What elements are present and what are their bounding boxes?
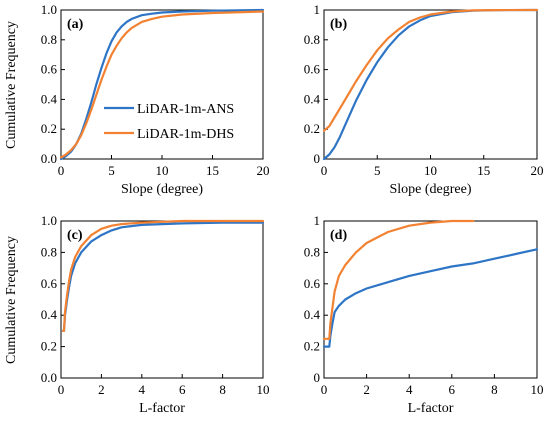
- panel-d-chart: 00.20.40.60.810 2 4 6 8 10L-factor(d): [304, 213, 544, 416]
- panel-a-xtick-label: 10: [156, 163, 169, 178]
- panel-c-frame: [60, 220, 264, 379]
- panel-a-xtick-label: 5: [108, 163, 115, 178]
- panel-c-series-ans-line: [61, 221, 265, 332]
- panel-c-xtick-label: 6: [179, 382, 186, 397]
- panel-b-xtick-label: 10: [424, 163, 437, 178]
- panel-b-x-axis-title: Slope (degree): [389, 182, 471, 197]
- y-axis-title-bottom: Cumulative Frequency: [4, 236, 19, 364]
- panel-b-ytick-label: 1: [314, 2, 321, 17]
- panel-c-xtick-label: 0: [58, 382, 65, 397]
- panel-a-series-dhs-line: [59, 10, 265, 159]
- legend-label-ans: LiDAR-1m-ANS: [137, 102, 234, 117]
- panel-d-x-axis-title: L-factor: [408, 401, 454, 416]
- panel-b-label: (b): [330, 17, 347, 32]
- panel-b-xtick-label: 5: [374, 163, 381, 178]
- panel-c-label: (c): [67, 228, 83, 243]
- panel-a-ytick-label: 0.4: [41, 91, 58, 106]
- panel-d-xtick-label: 10: [531, 382, 544, 397]
- panel-a-xtick-label: 20: [257, 163, 270, 178]
- panel-d-frame: [323, 220, 538, 379]
- panel-c-xtick-label: 8: [219, 382, 226, 397]
- panel-a-ytick-label: 0.0: [41, 151, 57, 166]
- panel-c-xtick-label: 2: [98, 382, 105, 397]
- panel-a-ytick-label: 0.2: [41, 121, 57, 136]
- panel-b-series-ans-line: [322, 8, 539, 161]
- panel-b-ytick-label: 0.2: [304, 121, 320, 136]
- legend: LiDAR-1m-ANS LiDAR-1m-DHS: [104, 102, 234, 142]
- panel-a-ytick-label: 1.0: [41, 2, 57, 17]
- panel-a-xtick-label: 0: [58, 163, 65, 178]
- panel-d-xtick-label: 8: [491, 382, 498, 397]
- panel-a-ytick-label: 0.8: [41, 32, 57, 47]
- panel-c-ytick-label: 1.0: [41, 213, 57, 228]
- panel-c-ytick-label: 0.0: [41, 370, 57, 385]
- legend-label-dhs: LiDAR-1m-DHS: [137, 127, 234, 142]
- panel-d-ytick-label: 0.8: [304, 244, 320, 259]
- panel-a-label: (a): [67, 17, 84, 32]
- panel-d-ytick-label: 0.4: [304, 307, 321, 322]
- panel-d-ytick-label: 0: [314, 370, 321, 385]
- panel-c-x-axis-title: L-factor: [139, 401, 185, 416]
- panel-d-ytick-label: 1: [314, 213, 321, 228]
- panel-d-xtick-label: 4: [406, 382, 413, 397]
- panel-d-xtick-label: 2: [363, 382, 370, 397]
- panel-d-series-ans-line: [322, 248, 539, 348]
- panel-c-xtick-label: 10: [257, 382, 270, 397]
- panel-b-ytick-label: 0: [314, 151, 321, 166]
- panel-b-frame: [323, 9, 538, 160]
- panel-a-x-axis-title: Slope (degree): [121, 182, 203, 197]
- panel-c-chart: 0.0 0.2 0.4 0.6 0.8 1.0 0 2 4 6 8 10 L-factor (c): [41, 213, 270, 416]
- panel-b-ytick-label: 0.4: [304, 91, 321, 106]
- panel-c-ytick-label: 0.6: [41, 276, 58, 291]
- panel-a-ytick-label: 0.6: [41, 62, 58, 77]
- panel-c-series-dhs-line: [61, 219, 265, 332]
- panel-d-xtick-label: 0: [321, 382, 328, 397]
- panel-d-label: (d): [330, 228, 347, 243]
- panel-a-chart: 0.0 0.2 0.4 0.6 0.8 1.0 0 5 10 15 20 Slope (degree)…: [41, 2, 270, 197]
- panel-b-ytick-label: 0.6: [304, 62, 321, 77]
- panel-b-series-dhs-line: [322, 8, 539, 132]
- y-axis-title-top: Cumulative Frequency: [4, 21, 19, 149]
- panel-a-xtick-label: 15: [206, 163, 219, 178]
- panel-c-ytick-label: 0.4: [41, 307, 58, 322]
- panel-b-xtick-label: 15: [477, 163, 490, 178]
- panel-c-ytick-label: 0.2: [41, 339, 57, 354]
- panel-d-xtick-label: 6: [449, 382, 456, 397]
- panel-c-ytick-label: 0.8: [41, 244, 57, 259]
- panel-b-xtick-label: 0: [321, 163, 328, 178]
- panel-b-xtick-label: 20: [531, 163, 544, 178]
- panel-b-ytick-label: 0.8: [304, 32, 320, 47]
- panel-c-xtick-label: 4: [139, 382, 146, 397]
- panel-d-series-dhs-line: [322, 219, 475, 340]
- panel-d-ytick-label: 0.2: [304, 339, 320, 354]
- panel-d-ytick-label: 0.6: [304, 276, 321, 291]
